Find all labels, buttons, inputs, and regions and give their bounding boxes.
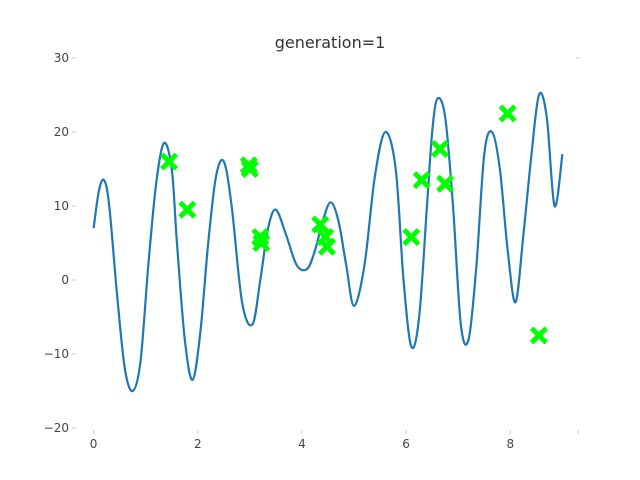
x-tick-label: 0: [90, 437, 98, 451]
y-tick-label: 30: [54, 51, 69, 65]
scatter-point: [160, 152, 179, 171]
scatter-point: [240, 159, 259, 179]
y-axis: −20 −10 0 10 20 30: [44, 51, 580, 435]
scatter-point: [412, 171, 431, 190]
x-tick-label: 4: [298, 437, 306, 451]
scatter-point: [498, 104, 517, 123]
y-tick-label: 10: [54, 199, 69, 213]
scatter-point: [252, 233, 271, 253]
y-tick-label: −10: [44, 347, 69, 361]
scatter-point: [178, 200, 197, 219]
x-tick-label: 8: [506, 437, 514, 451]
scatter-point: [311, 215, 330, 234]
series-line: [92, 91, 564, 393]
plot-area: [92, 91, 564, 393]
y-tick-label: 20: [54, 125, 69, 139]
x-tick-label: 6: [402, 437, 410, 451]
scatter-point: [529, 326, 548, 345]
x-tick-label: 2: [194, 437, 202, 451]
scatter-point: [436, 174, 455, 193]
y-tick-label: −20: [44, 421, 69, 435]
x-axis: 0 2 4 6 8: [90, 430, 579, 451]
scatter-point: [317, 237, 336, 256]
scatter-point: [402, 228, 421, 247]
scatter-point: [430, 139, 450, 159]
y-tick-label: 0: [61, 273, 69, 287]
chart-title: generation=1: [275, 33, 386, 52]
